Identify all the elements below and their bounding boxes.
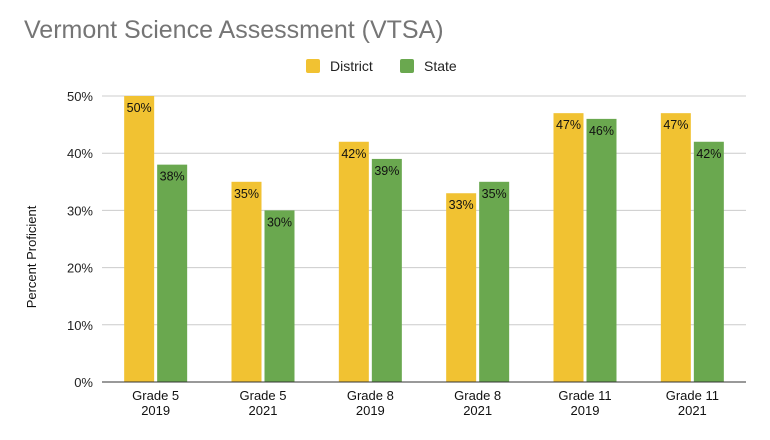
x-tick-label: Grade 8 <box>454 388 501 403</box>
bar-state-3 <box>479 181 510 382</box>
bar-state-1 <box>264 210 295 382</box>
data-label-state-4: 46% <box>589 124 614 138</box>
bar-district-1 <box>231 181 262 382</box>
legend: District State <box>0 58 770 78</box>
x-tick-label: 2019 <box>141 403 170 418</box>
y-tick-label: 30% <box>67 203 93 218</box>
legend-item-state: State <box>400 58 457 74</box>
data-label-state-2: 39% <box>374 164 399 178</box>
x-tick-label: 2021 <box>678 403 707 418</box>
bar-district-0 <box>124 96 155 382</box>
legend-item-district: District <box>306 58 373 74</box>
y-axis-label: Percent Proficient <box>24 205 39 308</box>
y-tick-label: 0% <box>74 375 93 390</box>
data-label-state-0: 38% <box>160 170 185 184</box>
bar-state-5 <box>693 141 724 382</box>
y-tick-label: 10% <box>67 318 93 333</box>
legend-label-district: District <box>330 58 373 74</box>
data-labels: 50% 38% 35% 30% 42% 39% 33% 35% 47% 46% 47% 42% <box>127 101 722 229</box>
bar-state-2 <box>371 158 402 382</box>
gridlines <box>102 95 746 326</box>
y-tick-label: 50% <box>67 89 93 104</box>
legend-label-state: State <box>424 58 457 74</box>
legend-swatch-state <box>400 59 414 73</box>
x-tick-label: Grade 11 <box>666 388 719 403</box>
data-label-district-5: 47% <box>663 118 688 132</box>
bar-district-3 <box>446 193 477 382</box>
x-tick-label: 2019 <box>356 403 385 418</box>
data-label-district-4: 47% <box>556 118 581 132</box>
data-label-district-2: 42% <box>341 147 366 161</box>
x-tick-label: 2021 <box>463 403 492 418</box>
x-tick-label: 2021 <box>249 403 278 418</box>
bar-district-4 <box>553 113 584 382</box>
y-tick-label: 20% <box>67 261 93 276</box>
bar-state-4 <box>586 118 617 382</box>
chart-title: Vermont Science Assessment (VTSA) <box>24 16 444 44</box>
data-label-district-1: 35% <box>234 187 259 201</box>
bar-district-5 <box>660 113 691 382</box>
data-label-state-5: 42% <box>696 147 721 161</box>
bar-state-0 <box>157 164 188 382</box>
x-tick-label: Grade 8 <box>347 388 394 403</box>
data-label-district-0: 50% <box>127 101 152 115</box>
bars <box>124 96 724 382</box>
legend-swatch-district <box>306 59 320 73</box>
x-tick-label: Grade 5 <box>132 388 179 403</box>
data-label-district-3: 33% <box>449 198 474 212</box>
data-label-state-1: 30% <box>267 215 292 229</box>
bar-district-2 <box>338 141 369 382</box>
y-tick-label: 40% <box>67 146 93 161</box>
x-tick-label: Grade 5 <box>240 388 287 403</box>
x-tick-label: Grade 11 <box>558 388 611 403</box>
x-tick-label: 2019 <box>571 403 600 418</box>
data-label-state-3: 35% <box>482 187 507 201</box>
y-axis-ticks: 0% 10% 20% 30% 40% 50% <box>67 89 93 390</box>
